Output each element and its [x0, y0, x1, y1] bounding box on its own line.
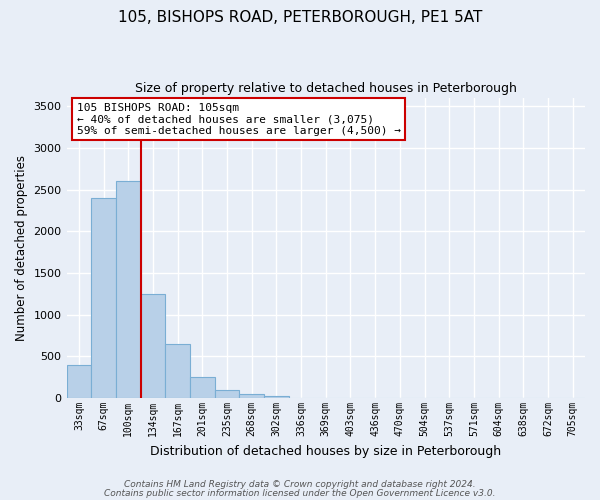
Y-axis label: Number of detached properties: Number of detached properties	[15, 155, 28, 341]
Bar	[190, 378, 215, 398]
Text: 105 BISHOPS ROAD: 105sqm
← 40% of detached houses are smaller (3,075)
59% of sem: 105 BISHOPS ROAD: 105sqm ← 40% of detach…	[77, 102, 401, 136]
Bar	[264, 396, 289, 398]
Text: Contains HM Land Registry data © Crown copyright and database right 2024.: Contains HM Land Registry data © Crown c…	[124, 480, 476, 489]
Bar	[215, 390, 239, 398]
Bar	[91, 198, 116, 398]
Bar	[239, 394, 264, 398]
X-axis label: Distribution of detached houses by size in Peterborough: Distribution of detached houses by size …	[150, 444, 502, 458]
Text: Contains public sector information licensed under the Open Government Licence v3: Contains public sector information licen…	[104, 488, 496, 498]
Bar	[67, 365, 91, 398]
Title: Size of property relative to detached houses in Peterborough: Size of property relative to detached ho…	[135, 82, 517, 96]
Bar	[116, 182, 140, 398]
Bar	[140, 294, 165, 398]
Text: 105, BISHOPS ROAD, PETERBOROUGH, PE1 5AT: 105, BISHOPS ROAD, PETERBOROUGH, PE1 5AT	[118, 10, 482, 25]
Bar	[165, 344, 190, 398]
